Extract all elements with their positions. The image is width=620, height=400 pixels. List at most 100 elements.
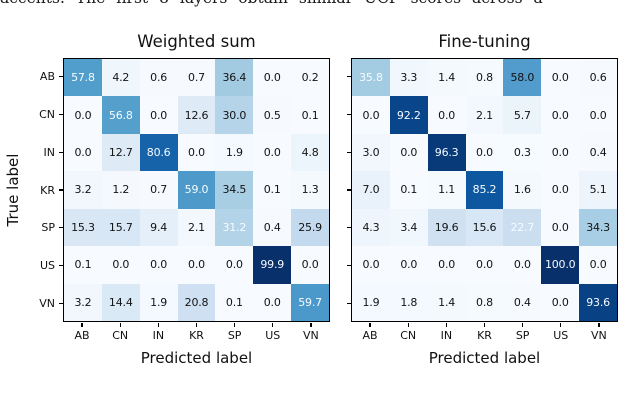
matrix-cell: 12.6 [177, 96, 216, 134]
matrix-cell: 0.0 [465, 133, 504, 172]
y-tick-label: SP [41, 221, 55, 235]
matrix-cell: 22.7 [503, 208, 542, 247]
y-tick-mark [58, 189, 63, 191]
matrix-cell: 2.1 [177, 208, 216, 247]
y-tick-mark [58, 113, 63, 116]
matrix-cell: 0.0 [253, 133, 292, 172]
x-tick-label: VN [303, 329, 319, 342]
matrix-cell: 36.4 [215, 59, 254, 97]
matrix-cell: 0.1 [253, 171, 292, 209]
matrix-cell: 2.1 [465, 96, 504, 134]
y-tick-mark [58, 151, 63, 153]
matrix-cell: 0.8 [465, 59, 504, 97]
y-tick-mark [346, 189, 351, 191]
matrix-cell: 5.1 [579, 171, 617, 209]
y-tick-mark [58, 302, 63, 304]
panel-weighted-sum: Weighted sum 57.8 4.2 0.6 0.7 36.4 0.0 0.2 0.0 56… [39, 0, 330, 400]
matrix-cell: 1.9 [352, 283, 390, 321]
matrix-cell: 0.0 [352, 246, 390, 284]
matrix-cell: 1.4 [427, 283, 466, 321]
matrix-cell: 0.6 [579, 59, 617, 97]
matrix-cell: 0.0 [139, 96, 178, 134]
x-tick-mark [272, 322, 274, 327]
x-axis-label: Predicted label [140, 349, 253, 367]
confusion-matrix-grid: 35.8 3.3 1.4 0.8 58.0 0.0 0.6 0.0 92.2 0.0 2.1 5.7 0… [351, 58, 618, 322]
matrix-cell: 12.7 [101, 133, 140, 172]
x-tick-label: KR [189, 329, 204, 342]
matrix-cell: 30.0 [215, 96, 254, 134]
y-tick-label: KR [40, 183, 55, 197]
x-tick-mark [369, 322, 371, 327]
y-axis-label: True label [4, 153, 22, 227]
matrix-cell: 59.0 [177, 171, 216, 209]
y-tick-mark [58, 264, 63, 267]
y-tick-mark [346, 151, 351, 153]
matrix-cell: 0.7 [139, 171, 178, 209]
matrix-cell: 0.1 [291, 96, 329, 134]
matrix-cell: 56.8 [101, 96, 140, 134]
matrix-cell: 19.6 [427, 208, 466, 247]
matrix-cell: 3.2 [64, 171, 102, 209]
matrix-cell: 99.9 [253, 246, 292, 284]
x-tick-label: AB [362, 329, 378, 342]
matrix-cell: 0.1 [215, 283, 254, 321]
matrix-cell: 4.2 [101, 59, 140, 97]
matrix-cell: 0.2 [291, 59, 329, 97]
matrix-cell: 0.0 [579, 96, 617, 134]
x-tick-mark [234, 322, 236, 327]
x-tick-label: US [265, 329, 281, 342]
y-tick-mark [58, 227, 63, 229]
matrix-cell: 34.3 [579, 208, 617, 247]
matrix-cell: 1.8 [389, 283, 428, 321]
matrix-cell: 25.9 [291, 208, 329, 247]
x-tick-mark [560, 322, 562, 327]
matrix-cell: 0.1 [389, 171, 428, 209]
x-tick-label: CN [400, 329, 417, 342]
matrix-cell: 20.8 [177, 283, 216, 321]
matrix-cell: 4.8 [291, 133, 329, 172]
matrix-cell: 92.2 [389, 96, 428, 134]
matrix-cell: 9.4 [139, 208, 178, 247]
matrix-cell: 0.0 [139, 246, 178, 284]
matrix-cell: 0.0 [253, 59, 292, 97]
matrix-cell: 0.4 [253, 208, 292, 247]
matrix-cell: 1.6 [503, 171, 542, 209]
x-tick-mark [598, 322, 600, 327]
matrix-cell: 59.7 [291, 283, 329, 321]
y-tick-mark [58, 76, 63, 78]
x-tick-mark [195, 322, 198, 327]
matrix-cell: 0.0 [541, 208, 580, 247]
matrix-cell: 93.6 [579, 283, 617, 321]
matrix-cell: 0.0 [541, 171, 580, 209]
x-tick-label: AB [74, 329, 90, 342]
matrix-cell: 14.4 [101, 283, 140, 321]
y-tick-label: IN [43, 145, 55, 159]
x-tick-label: IN [152, 329, 165, 342]
matrix-cell: 0.0 [541, 59, 580, 97]
matrix-cell: 0.0 [177, 133, 216, 172]
matrix-cell: 1.3 [291, 171, 329, 209]
panel-title: Fine-tuning [438, 32, 531, 51]
matrix-cell: 0.0 [503, 246, 542, 284]
matrix-cell: 0.1 [64, 246, 102, 284]
panel-title: Weighted sum [137, 32, 256, 51]
x-tick-mark [119, 322, 121, 327]
matrix-cell: 1.2 [101, 171, 140, 209]
matrix-cell: 1.9 [139, 283, 178, 321]
y-tick-mark [346, 302, 351, 304]
x-tick-mark [522, 322, 524, 327]
matrix-cell: 31.2 [215, 208, 254, 247]
matrix-cell: 0.8 [465, 283, 504, 321]
y-tick-mark [346, 76, 351, 78]
matrix-cell: 0.0 [541, 133, 580, 172]
matrix-cell: 15.3 [64, 208, 102, 247]
matrix-cell: 0.0 [177, 246, 216, 284]
y-tick-mark [346, 264, 351, 267]
matrix-cell: 3.0 [352, 133, 390, 172]
x-tick-mark [81, 322, 83, 327]
matrix-cell: 0.0 [64, 133, 102, 172]
matrix-cell: 15.6 [465, 208, 504, 247]
y-tick-label: AB [39, 70, 55, 84]
clipped-paper-text: accents. The first 8 layers obtain simil… [0, 0, 620, 7]
